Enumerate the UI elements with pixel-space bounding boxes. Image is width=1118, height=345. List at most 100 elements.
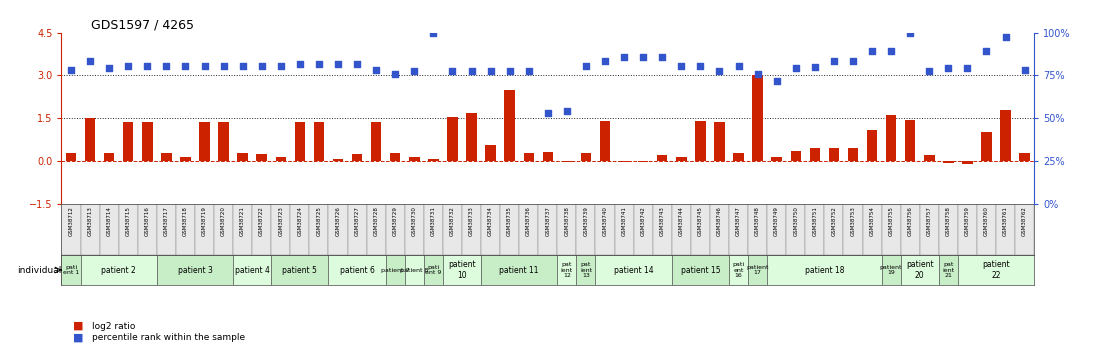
Bar	[272, 255, 329, 285]
Text: GSM38755: GSM38755	[889, 206, 893, 236]
Point	[615, 54, 633, 60]
Bar	[939, 204, 958, 255]
Bar	[577, 255, 596, 285]
Text: GSM38721: GSM38721	[240, 206, 245, 236]
Text: patient 11: patient 11	[500, 266, 539, 275]
Point	[234, 63, 252, 69]
Text: GSM38746: GSM38746	[717, 206, 722, 236]
Bar	[180, 157, 191, 161]
Bar	[386, 255, 405, 285]
Bar	[176, 204, 195, 255]
Bar	[234, 255, 272, 285]
Bar	[790, 151, 800, 161]
Point	[768, 78, 786, 84]
Text: pati
ent 1: pati ent 1	[63, 265, 79, 275]
Text: GSM38738: GSM38738	[565, 206, 569, 236]
Bar	[882, 255, 901, 285]
Bar	[672, 204, 691, 255]
Point	[406, 68, 424, 74]
Bar	[405, 204, 424, 255]
Text: GSM38736: GSM38736	[527, 206, 531, 236]
Bar	[104, 153, 114, 161]
Text: GSM38762: GSM38762	[1022, 206, 1027, 236]
Bar	[237, 153, 248, 161]
Bar	[462, 204, 481, 255]
Text: GSM38733: GSM38733	[470, 206, 474, 236]
Bar	[329, 255, 386, 285]
Text: patient
19: patient 19	[880, 265, 902, 275]
Bar	[275, 157, 286, 161]
Bar	[199, 122, 210, 161]
Bar	[481, 255, 558, 285]
Bar	[958, 255, 1034, 285]
Bar	[672, 255, 729, 285]
Point	[577, 63, 595, 68]
Bar	[80, 255, 157, 285]
Bar	[500, 204, 519, 255]
Text: GSM38720: GSM38720	[221, 206, 226, 236]
Bar	[85, 118, 95, 161]
Bar	[752, 76, 762, 161]
Point	[634, 54, 652, 60]
Point	[310, 61, 328, 67]
Bar	[996, 204, 1015, 255]
Point	[444, 68, 462, 74]
Text: patient
22: patient 22	[983, 260, 1010, 280]
Text: GSM38757: GSM38757	[927, 206, 931, 236]
Bar	[714, 122, 724, 161]
Bar	[710, 204, 729, 255]
Point	[920, 68, 938, 74]
Bar	[866, 130, 878, 161]
Bar	[314, 122, 324, 161]
Bar	[939, 255, 958, 285]
Bar	[847, 148, 859, 161]
Bar	[119, 204, 138, 255]
Point	[882, 49, 900, 54]
Text: GSM38744: GSM38744	[679, 206, 684, 236]
Bar	[61, 204, 80, 255]
Bar	[695, 120, 705, 161]
Bar	[519, 204, 538, 255]
Text: GSM38731: GSM38731	[430, 206, 436, 236]
Point	[387, 71, 405, 77]
Bar	[504, 90, 515, 161]
Point	[215, 63, 233, 69]
Text: GSM38747: GSM38747	[736, 206, 741, 236]
Bar	[786, 204, 805, 255]
Point	[367, 67, 385, 72]
Text: GSM38729: GSM38729	[392, 206, 398, 236]
Text: GSM38753: GSM38753	[851, 206, 855, 236]
Text: patient 6: patient 6	[340, 266, 375, 275]
Text: GDS1597 / 4265: GDS1597 / 4265	[91, 19, 193, 32]
Bar	[481, 204, 500, 255]
Bar	[310, 204, 329, 255]
Bar	[824, 204, 843, 255]
Text: GSM38741: GSM38741	[622, 206, 626, 236]
Text: patient 2: patient 2	[102, 266, 136, 275]
Bar	[142, 122, 152, 161]
Text: GSM38713: GSM38713	[87, 206, 93, 236]
Point	[272, 63, 290, 69]
Bar	[291, 204, 310, 255]
Text: GSM38732: GSM38732	[449, 206, 455, 236]
Bar	[256, 154, 267, 161]
Bar	[596, 204, 615, 255]
Point	[291, 61, 309, 67]
Bar	[1015, 204, 1034, 255]
Text: patient 8: patient 8	[400, 267, 428, 273]
Text: GSM38734: GSM38734	[489, 206, 493, 236]
Bar	[371, 122, 381, 161]
Bar	[733, 153, 743, 161]
Point	[253, 63, 271, 69]
Bar	[843, 204, 862, 255]
Text: GSM38727: GSM38727	[354, 206, 360, 236]
Text: patient 18: patient 18	[805, 266, 844, 275]
Text: GSM38760: GSM38760	[984, 206, 989, 236]
Bar	[771, 157, 781, 161]
Point	[158, 63, 176, 69]
Bar	[1001, 110, 1011, 161]
Text: patient 3: patient 3	[178, 266, 212, 275]
Bar	[138, 204, 157, 255]
Bar	[218, 122, 229, 161]
Text: percentile rank within the sample: percentile rank within the sample	[92, 333, 245, 342]
